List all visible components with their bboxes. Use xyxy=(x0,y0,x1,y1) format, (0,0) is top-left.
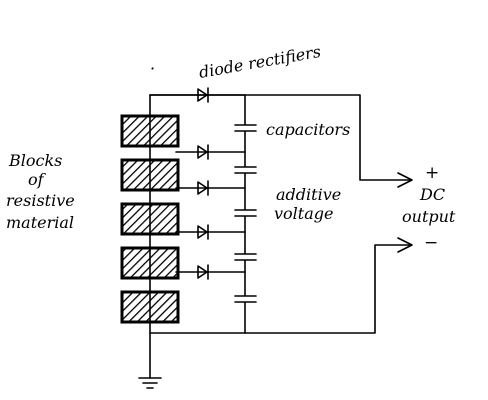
top-wire xyxy=(149,94,411,181)
output-label: output xyxy=(402,207,456,226)
capacitor-icon xyxy=(234,253,257,261)
output-plus-sign: + xyxy=(425,163,439,183)
blocks-label: Blocks xyxy=(8,151,62,170)
capacitor-icon xyxy=(234,124,257,132)
material-label: material xyxy=(6,213,74,232)
diode-icon xyxy=(149,87,246,103)
output-minus-sign: − xyxy=(424,233,438,253)
diode-rectifiers-label: diode rectifiers xyxy=(197,42,322,82)
dc-label: DC xyxy=(419,185,445,204)
of-label: of xyxy=(28,170,47,189)
additive-label: additive xyxy=(276,185,341,204)
ground-icon xyxy=(138,377,162,389)
voltage-label: voltage xyxy=(274,204,333,223)
resistive-block xyxy=(120,246,180,280)
resistive-block xyxy=(120,114,180,148)
resistive-block xyxy=(120,158,180,192)
resistive-block xyxy=(120,202,180,236)
diode-icon xyxy=(175,180,246,196)
bottom-wire xyxy=(149,244,411,334)
output-minus-arrow-icon xyxy=(397,237,413,253)
capacitors-label: capacitors xyxy=(266,120,350,139)
diode-icon xyxy=(175,264,246,280)
capacitor-icon xyxy=(234,166,257,174)
diode-icon xyxy=(175,144,246,160)
resistive-block xyxy=(120,290,180,324)
resistive-label: resistive xyxy=(6,191,75,210)
stray-dot: · xyxy=(150,59,155,78)
capacitor-icon xyxy=(234,295,257,303)
capacitor-icon xyxy=(234,209,257,217)
output-plus-arrow-icon xyxy=(397,172,413,188)
diode-icon xyxy=(175,224,246,240)
